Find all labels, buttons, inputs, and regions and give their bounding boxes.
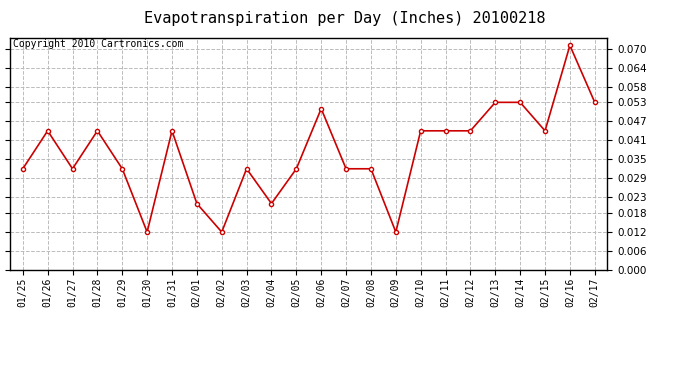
Text: Evapotranspiration per Day (Inches) 20100218: Evapotranspiration per Day (Inches) 2010… xyxy=(144,11,546,26)
Text: Copyright 2010 Cartronics.com: Copyright 2010 Cartronics.com xyxy=(13,39,184,49)
